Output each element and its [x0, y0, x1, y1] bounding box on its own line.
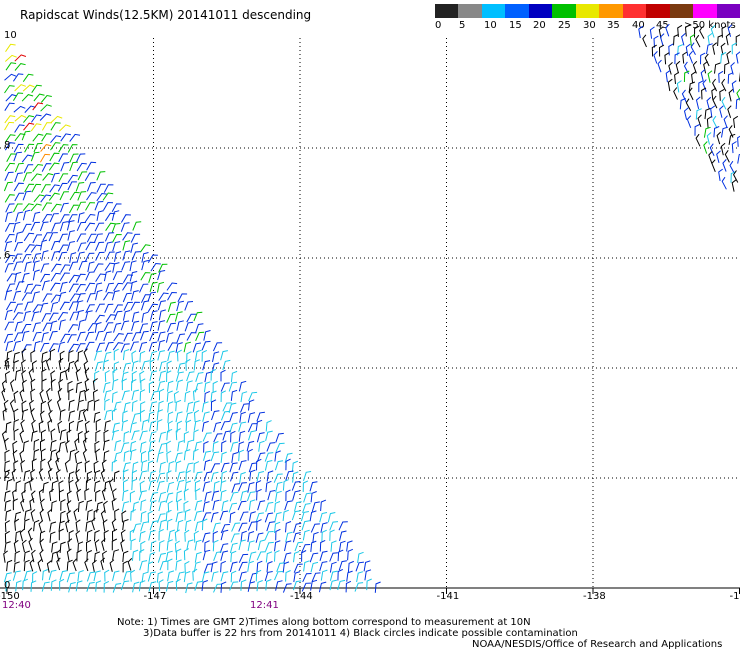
legend-swatch — [693, 4, 717, 18]
legend-label: 0 — [435, 20, 442, 31]
legend-swatch — [458, 4, 482, 18]
lon-tick-label: -147 — [143, 591, 167, 602]
credit-line: NOAA/NESDIS/Office of Research and Appli… — [472, 639, 723, 650]
lat-tick-label: 10 — [4, 30, 17, 41]
legend-label: >50 knots — [684, 20, 736, 31]
legend-swatch — [599, 4, 623, 18]
legend-label: 25 — [558, 20, 571, 31]
legend-label: 15 — [509, 20, 522, 31]
wind-speed-legend: 0 5 10 15 20 25 30 35 40 45 >50 knots — [435, 4, 740, 36]
legend-label: 20 — [533, 20, 546, 31]
legend-label: 5 — [459, 20, 466, 31]
notes-line-2: 3)Data buffer is 22 hrs from 20141011 4)… — [143, 628, 578, 639]
legend-swatch — [481, 4, 506, 18]
lat-tick-label: 0 — [4, 580, 11, 591]
legend-swatch — [552, 4, 576, 18]
map-grid — [0, 38, 740, 594]
time-label-start: 12:40 — [2, 600, 31, 611]
legend-label: 45 — [656, 20, 669, 31]
lon-tick-label: -141 — [436, 591, 460, 602]
lat-tick-label: 4 — [4, 360, 11, 371]
legend-swatch — [575, 4, 600, 18]
legend-label: 35 — [607, 20, 620, 31]
legend-swatch — [646, 4, 670, 18]
lon-tick-label: -138 — [583, 591, 606, 602]
legend-labels: 0 5 10 15 20 25 30 35 40 45 >50 knots — [435, 20, 740, 34]
legend-swatch — [669, 4, 694, 18]
legend-swatch — [622, 4, 647, 18]
lon-tick-label: -150 — [0, 591, 20, 602]
lon-tick-label: -135 — [729, 591, 740, 602]
lon-tick-label: -144 — [290, 591, 313, 602]
lat-tick-label: 8 — [4, 140, 11, 151]
legend-label: 10 — [484, 20, 497, 31]
legend-swatch — [435, 4, 459, 18]
lat-tick-label: 2 — [4, 470, 11, 481]
legend-label: 40 — [632, 20, 645, 31]
legend-swatch — [716, 4, 740, 18]
legend-label: 30 — [583, 20, 596, 31]
notes-line-1: Note: 1) Times are GMT 2)Times along bot… — [117, 617, 531, 628]
map-title: Rapidscat Winds(12.5KM) 20141011 descend… — [20, 8, 312, 22]
legend-swatch — [528, 4, 553, 18]
lat-tick-label: 6 — [4, 250, 11, 261]
time-label-end: 12:41 — [250, 600, 279, 611]
legend-color-bar — [435, 4, 740, 18]
legend-swatch — [505, 4, 529, 18]
wind-barbs — [1, 23, 740, 594]
